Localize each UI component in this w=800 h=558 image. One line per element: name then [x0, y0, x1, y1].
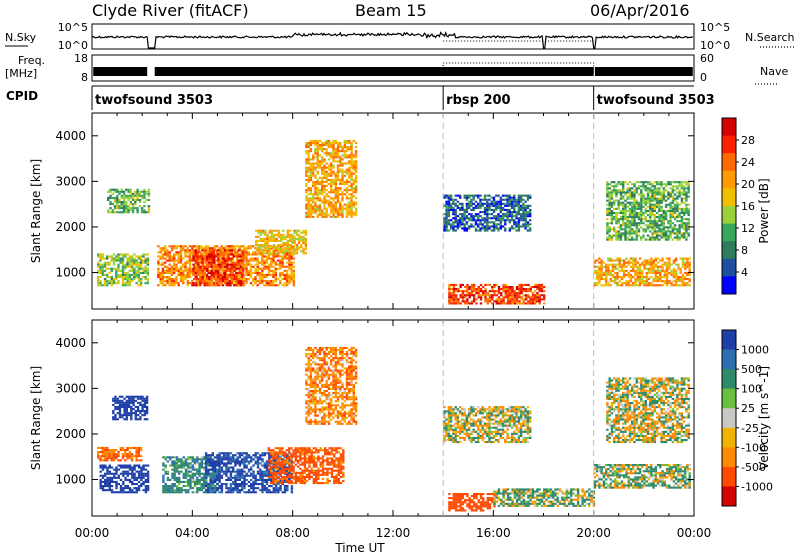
- cpid-segment-2: twofsound 3503: [597, 93, 715, 108]
- cpid-label: CPID: [6, 89, 38, 103]
- noise-tick-top-left: 10^5: [58, 21, 88, 34]
- velocity-colorbar-swatch-7: [722, 467, 736, 487]
- time-axis-label: Time UT: [334, 541, 385, 554]
- velocity-ytick-label-1: 2000: [55, 427, 86, 441]
- noise-tick-top-right: 10^5: [700, 21, 730, 34]
- velocity-colorbar-swatch-8: [722, 486, 736, 506]
- velocity-colorbar-swatch-4: [722, 408, 736, 428]
- power-colorbar-ticklabel-0: 28: [741, 134, 755, 147]
- velocity-colorbar-ticklabel-7: -1000: [741, 480, 773, 493]
- power-colorbar-swatch-3: [722, 171, 736, 189]
- velocity-colorbar-swatch-1: [722, 350, 736, 370]
- velocity-colorbar-ticklabel-3: 25: [741, 402, 755, 415]
- time-tick-3: 12:00: [376, 526, 411, 540]
- freq-band-1: [155, 67, 594, 76]
- power-colorbar-swatch-4: [722, 188, 736, 206]
- velocity-colorbar-swatch-0: [722, 330, 736, 350]
- frequency-trace: [93, 67, 692, 76]
- nsky-label: N.Sky: [5, 31, 37, 44]
- power-ytick-label-1: 2000: [55, 220, 86, 234]
- power-colorbar-swatch-0: [722, 118, 736, 136]
- freq-label-line2: [MHz]: [5, 67, 37, 80]
- freq-band-0: [93, 67, 147, 76]
- time-tick-5: 20:00: [576, 526, 611, 540]
- velocity-colorbar-swatch-2: [722, 369, 736, 389]
- power-colorbar-swatch-8: [722, 259, 736, 277]
- velocity-colorbar-label: Velocity [m s^-1]: [757, 366, 771, 470]
- freq-tick-bottom: 8: [81, 71, 88, 84]
- freq-tick-top: 18: [74, 52, 88, 65]
- velocity-colorbar-ticklabel-0: 1000: [741, 344, 769, 357]
- nave-tick-bottom: 0: [700, 71, 707, 84]
- power-colorbar-swatch-5: [722, 206, 736, 224]
- power-colorbar-swatch-1: [722, 136, 736, 154]
- power-colorbar-swatch-2: [722, 153, 736, 171]
- velocity-ytick-label-2: 3000: [55, 381, 86, 395]
- power-colorbar-label: Power [dB]: [757, 178, 771, 243]
- power-colorbar: 28 24 20 16 12 8 4: [722, 118, 755, 295]
- velocity-ytick-label-0: 1000: [55, 473, 86, 487]
- noise-tick-bottom-left: 10^0: [58, 39, 88, 52]
- nave-tick-top: 60: [700, 52, 714, 65]
- cpid-segment-1: rbsp 200: [446, 93, 510, 108]
- station-title: Clyde River (fitACF): [92, 1, 249, 20]
- power-colorbar-ticklabel-3: 16: [741, 200, 755, 213]
- velocity-ylabel: Slant Range [km]: [29, 366, 43, 470]
- power-colorbar-ticklabel-6: 4: [741, 266, 748, 279]
- power-colorbar-swatch-6: [722, 224, 736, 242]
- power-ylabel: Slant Range [km]: [29, 159, 43, 263]
- freq-label-line1: Freq.: [18, 54, 45, 67]
- power-colorbar-ticklabel-4: 12: [741, 222, 755, 235]
- nsearch-label: N.Search: [745, 31, 795, 44]
- power-colorbar-ticklabel-5: 8: [741, 244, 748, 257]
- date-title: 06/Apr/2016: [590, 1, 690, 20]
- velocity-colorbar-label-text: Velocity [m s^-1]: [757, 366, 771, 470]
- power-ytick-label-2: 3000: [55, 174, 86, 188]
- power-colorbar-swatch-9: [722, 276, 736, 294]
- velocity-ytick-label-3: 4000: [55, 336, 86, 350]
- nave-label: Nave: [760, 65, 788, 78]
- cpid-segment-0: twofsound 3503: [95, 93, 213, 108]
- freq-band-2: [595, 67, 693, 76]
- cpid-row: twofsound 3503 rbsp 200 twofsound 3503: [92, 86, 715, 110]
- time-tick-1: 04:00: [175, 526, 210, 540]
- power-ytick-label-0: 1000: [55, 266, 86, 280]
- velocity-colorbar-swatch-3: [722, 389, 736, 409]
- beam-title: Beam 15: [355, 1, 427, 20]
- velocity-colorbar-swatch-5: [722, 428, 736, 448]
- noise-trace: [92, 33, 693, 49]
- power-colorbar-ticklabel-2: 20: [741, 178, 755, 191]
- vel-cells-region-11: [606, 377, 690, 443]
- time-tick-6: 00:00: [677, 526, 712, 540]
- power-colorbar-ticklabel-1: 24: [741, 156, 755, 169]
- time-tick-2: 08:00: [275, 526, 310, 540]
- time-axis-ticks: 00:00 04:00 08:00 12:00 16:00 20:00 00:00: [75, 526, 712, 540]
- time-tick-4: 16:00: [476, 526, 511, 540]
- noise-tick-bottom-right: 10^0: [700, 39, 730, 52]
- power-cells-region-6: [443, 195, 531, 232]
- velocity-colorbar-swatch-6: [722, 447, 736, 467]
- power-colorbar-swatch-7: [722, 241, 736, 259]
- noise-strip-frame: [92, 24, 694, 49]
- power-ytick-label-3: 4000: [55, 129, 86, 143]
- time-tick-0: 00:00: [75, 526, 110, 540]
